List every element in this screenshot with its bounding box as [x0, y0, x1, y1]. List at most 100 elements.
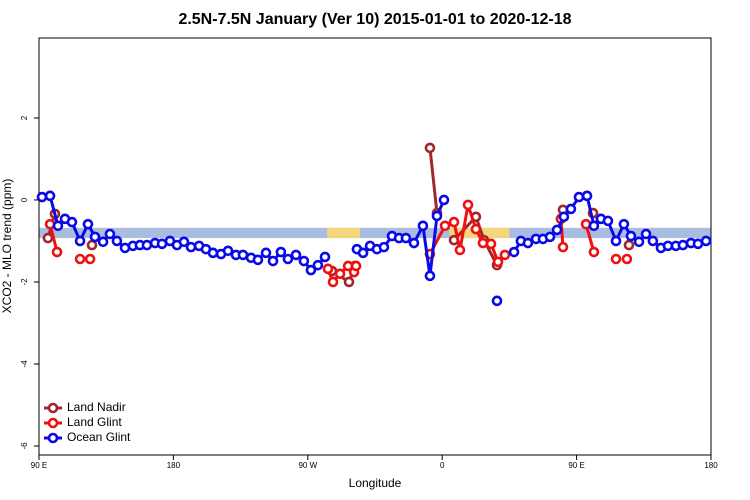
- plot-frame: [38, 37, 712, 456]
- land-band: [327, 227, 361, 239]
- data-point: [573, 191, 585, 203]
- data-point: [623, 239, 635, 251]
- data-point: [282, 253, 294, 265]
- data-point: [558, 211, 570, 223]
- data-point: [618, 218, 630, 230]
- data-point: [89, 231, 101, 243]
- data-point: [677, 239, 689, 251]
- data-point: [448, 216, 460, 228]
- y-tick-label: 2: [20, 115, 29, 120]
- series-line: [48, 148, 629, 282]
- data-point: [439, 220, 451, 232]
- data-point: [647, 235, 659, 247]
- legend-label: Ocean Glint: [67, 430, 131, 444]
- legend-label: Land Glint: [67, 415, 122, 429]
- y-tick-label: -4: [20, 360, 29, 368]
- data-point: [82, 218, 94, 230]
- data-point: [470, 223, 482, 235]
- data-point: [424, 142, 436, 154]
- data-point: [207, 247, 219, 259]
- data-point: [470, 211, 482, 223]
- data-point: [290, 249, 302, 261]
- data-point: [104, 228, 116, 240]
- data-point: [588, 220, 600, 232]
- data-point: [378, 241, 390, 253]
- data-point: [417, 220, 429, 232]
- data-point: [267, 255, 279, 267]
- data-point: [312, 259, 324, 271]
- data-point: [185, 241, 197, 253]
- background-band: [39, 227, 711, 239]
- legend-marker: [47, 432, 59, 444]
- data-point: [462, 199, 474, 211]
- data-point: [260, 247, 272, 259]
- data-point: [141, 239, 153, 251]
- data-point: [522, 237, 534, 249]
- x-tick-label: 90 E: [568, 461, 584, 470]
- data-point: [275, 246, 287, 258]
- data-point: [633, 236, 645, 248]
- data-point: [222, 245, 234, 257]
- data-point: [424, 270, 436, 282]
- x-tick-label: 0: [440, 461, 445, 470]
- data-point: [408, 237, 420, 249]
- data-point: [74, 235, 86, 247]
- x-tick-label: 90 W: [298, 461, 317, 470]
- data-point: [51, 246, 63, 258]
- data-point: [621, 253, 633, 265]
- y-tick-label: 0: [20, 197, 29, 202]
- data-point: [492, 256, 504, 268]
- x-axis-label: Longitude: [349, 476, 402, 490]
- data-point: [86, 239, 98, 251]
- data-point: [565, 203, 577, 215]
- data-point: [625, 230, 637, 242]
- data-point: [74, 253, 86, 265]
- data-point: [610, 253, 622, 265]
- chart-title: 2.5N-7.5N January (Ver 10) 2015-01-01 to…: [178, 11, 571, 28]
- x-tick-label: 180: [167, 461, 181, 470]
- data-point: [581, 190, 593, 202]
- data-point: [84, 253, 96, 265]
- data-point: [491, 295, 503, 307]
- x-tick-label: 90 E: [31, 461, 47, 470]
- data-point: [602, 215, 614, 227]
- data-point: [454, 244, 466, 256]
- x-tick-label: 180: [704, 461, 718, 470]
- data-point: [305, 264, 317, 276]
- data-point: [36, 191, 48, 203]
- legend-label: Land Nadir: [67, 400, 126, 414]
- y-axis-label: XCO2 - MLO trend (ppm): [0, 179, 14, 314]
- data-point: [610, 235, 622, 247]
- data-point: [66, 216, 78, 228]
- data-point: [111, 235, 123, 247]
- data-point: [298, 255, 310, 267]
- data-point: [400, 232, 412, 244]
- data-point: [499, 249, 511, 261]
- data-point: [438, 194, 450, 206]
- data-point: [334, 268, 346, 280]
- data-point: [588, 246, 600, 258]
- data-point: [700, 235, 712, 247]
- data-point: [319, 251, 331, 263]
- data-point: [477, 237, 489, 249]
- data-point: [327, 276, 339, 288]
- data-point: [178, 236, 190, 248]
- data-point: [640, 228, 652, 240]
- data-point: [322, 263, 334, 275]
- data-point: [350, 260, 362, 272]
- data-point: [557, 241, 569, 253]
- data-point: [343, 276, 355, 288]
- data-point: [508, 246, 520, 258]
- data-point: [544, 231, 556, 243]
- y-tick-label: -6: [20, 442, 29, 450]
- legend-marker: [47, 402, 59, 414]
- data-point: [44, 190, 56, 202]
- data-point: [42, 232, 54, 244]
- data-point: [252, 254, 264, 266]
- y-tick-label: -2: [20, 278, 29, 286]
- data-point: [485, 238, 497, 250]
- data-point: [431, 210, 443, 222]
- legend-marker: [47, 417, 59, 429]
- data-point: [551, 224, 563, 236]
